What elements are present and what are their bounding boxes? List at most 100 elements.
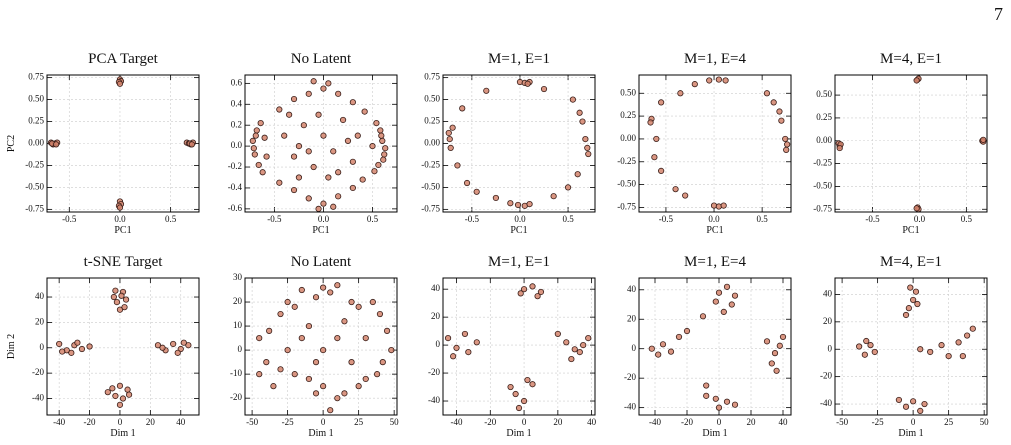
point — [537, 288, 545, 296]
point — [699, 313, 707, 320]
point — [259, 169, 266, 176]
point — [723, 398, 731, 405]
point — [582, 136, 589, 143]
panel-title: M=1, E=1 — [488, 51, 550, 67]
panel-title: No Latent — [291, 51, 352, 67]
point — [720, 308, 727, 315]
point — [116, 382, 124, 389]
point — [534, 293, 541, 300]
x-tick-label: 50 — [980, 417, 990, 427]
point — [263, 153, 270, 160]
point — [703, 382, 710, 389]
x-axis-label: Dim 1 — [308, 428, 333, 439]
y-tick-label: 0.2 — [231, 119, 242, 129]
point — [672, 186, 679, 193]
point — [116, 401, 124, 408]
x-tick-label: 40 — [176, 417, 186, 427]
point — [379, 359, 386, 366]
point — [334, 334, 341, 342]
point — [256, 371, 263, 378]
point — [334, 395, 341, 402]
x-tick-label: 0 — [321, 417, 326, 427]
y-tick-label: -0.4 — [228, 182, 243, 192]
point — [310, 78, 317, 85]
y-tick-label: -0.25 — [421, 160, 440, 170]
point — [112, 392, 119, 400]
y-tick-label: 0.50 — [620, 87, 636, 97]
point — [320, 85, 327, 92]
point — [378, 132, 385, 139]
x-tick-label: 0 — [717, 417, 722, 427]
point — [348, 359, 355, 366]
point — [905, 305, 912, 312]
point — [563, 339, 570, 346]
y-tick-label: 0 — [436, 339, 441, 349]
point — [305, 195, 312, 202]
point — [86, 343, 93, 350]
axes-frame — [442, 277, 596, 416]
point — [349, 158, 356, 165]
point — [362, 375, 369, 383]
point — [927, 348, 934, 356]
point — [291, 371, 298, 378]
point — [703, 392, 710, 399]
point — [867, 342, 874, 349]
y-tick-label: 0.4 — [231, 98, 243, 108]
point — [361, 108, 368, 115]
x-tick-label: 0.5 — [562, 214, 574, 224]
x-tick-label: -20 — [84, 417, 96, 427]
y-axis-label: Dim 2 — [6, 334, 17, 359]
point — [110, 293, 117, 301]
point — [483, 87, 490, 94]
y-tick-label: -0.75 — [25, 203, 44, 213]
point — [261, 134, 268, 141]
y-tick-label: 0 — [632, 343, 637, 353]
x-tick-label: 0.0 — [114, 214, 126, 224]
point — [116, 306, 124, 313]
point — [300, 122, 307, 129]
x-axis-label: Dim 1 — [702, 428, 727, 439]
point — [109, 385, 116, 392]
point — [550, 193, 557, 200]
x-tick-label: 50 — [390, 417, 400, 427]
point — [290, 153, 298, 160]
point — [913, 77, 920, 84]
panel-title: No Latent — [291, 254, 352, 270]
point — [270, 383, 277, 390]
point — [256, 334, 263, 342]
x-tick-label: 25 — [354, 417, 364, 427]
point — [720, 202, 727, 209]
point — [459, 105, 466, 112]
point — [320, 132, 327, 139]
y-tick-label: 0.00 — [816, 135, 832, 145]
x-tick-label: -0.5 — [465, 214, 480, 224]
panel-title: M=1, E=4 — [684, 51, 746, 67]
point — [763, 90, 771, 97]
point — [784, 141, 791, 148]
panel-title: M=4, E=1 — [880, 254, 942, 270]
point — [312, 294, 320, 301]
point — [295, 174, 303, 181]
point — [579, 118, 586, 125]
point — [715, 76, 722, 83]
point — [305, 148, 312, 155]
point — [78, 345, 86, 353]
point — [349, 184, 356, 192]
point — [349, 99, 356, 106]
point — [327, 289, 334, 296]
axes-frame — [834, 277, 988, 416]
point — [895, 396, 903, 404]
panel: M=4, E=1 -50 -25 0 25 50 40 20 0 -20 -40 Dim 1 — [820, 254, 989, 439]
point — [286, 111, 293, 118]
x-tick-label: 0 — [911, 417, 916, 427]
point — [185, 342, 192, 349]
y-tick-label: 0.00 — [620, 133, 636, 143]
point — [712, 298, 719, 305]
point — [964, 332, 971, 339]
point — [722, 77, 729, 84]
point — [517, 290, 524, 297]
axes-frame — [442, 74, 596, 213]
point — [783, 146, 790, 153]
y-tick-label: 0.25 — [816, 112, 832, 122]
